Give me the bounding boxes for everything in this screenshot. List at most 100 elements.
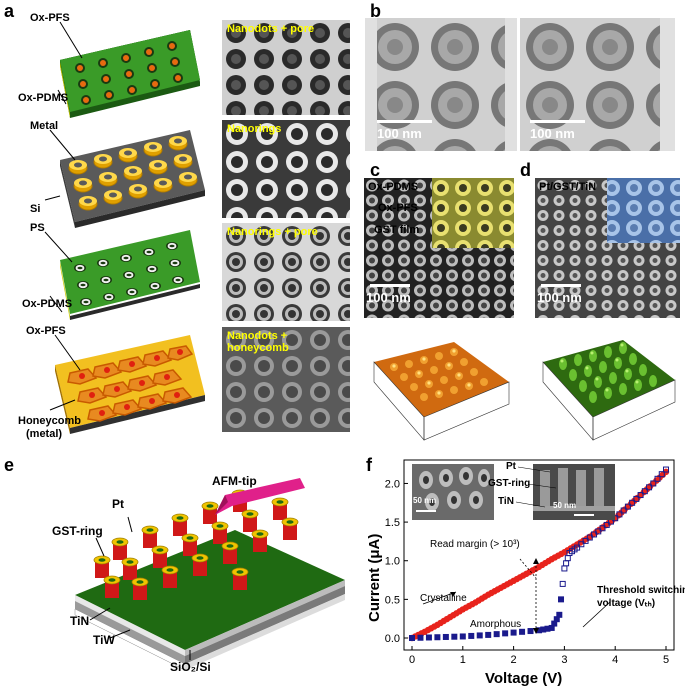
sem-b-right: 100 nm xyxy=(520,18,675,151)
label-afm-tip: AFM-tip xyxy=(212,474,257,488)
label-sio2-si: SiO₂/Si xyxy=(170,660,211,674)
y-tick-label: 1.0 xyxy=(385,556,400,568)
scale-bar-b-right xyxy=(530,120,585,123)
label-honeycomb: Honeycomb xyxy=(18,415,81,427)
amorphous-point xyxy=(663,466,669,473)
panel-e-device xyxy=(74,478,345,671)
scale-text-d: 100 nm xyxy=(537,290,582,305)
schematic-ps-rings xyxy=(60,230,200,320)
amorphous-point xyxy=(650,480,657,487)
scale-bar-b-left xyxy=(377,120,432,123)
inset-sem-right xyxy=(533,464,615,520)
sem-nanodots-pore: Nanodots + pore xyxy=(222,20,350,115)
panel-d-label: d xyxy=(520,160,531,180)
label-gst-ring: GST-ring xyxy=(52,524,103,538)
x-tick-label: 5 xyxy=(663,654,669,666)
amorphous-point xyxy=(646,484,653,491)
caption-line-1: Nanodots + xyxy=(227,330,288,342)
caption-nanorings-pore: Nanorings + pore xyxy=(227,226,318,238)
inset-label-gst-ring: GST-ring xyxy=(488,478,531,489)
panel-a-label: a xyxy=(4,1,15,21)
amorphous-point xyxy=(558,596,565,603)
sem-d: Pt/GST/TiN 100 nm xyxy=(535,178,680,318)
afm-tip-icon xyxy=(215,478,305,515)
amorphous-point xyxy=(641,488,648,495)
crystalline-leader xyxy=(422,591,457,605)
inset-label-pt: Pt xyxy=(506,461,516,472)
schematic-ox-pfs-dots xyxy=(60,30,200,118)
y-tick-label: 1.5 xyxy=(385,517,400,529)
amorphous-point xyxy=(654,475,661,482)
amorphous-point xyxy=(502,630,509,637)
amorphous-point xyxy=(434,634,441,641)
afm-3d-d xyxy=(542,340,676,441)
amorphous-point xyxy=(629,499,636,506)
read-margin-arrow-down xyxy=(533,628,539,634)
amorphous-point xyxy=(459,633,466,640)
amorphous-point xyxy=(599,525,606,532)
amorphous-point xyxy=(620,507,627,514)
amorphous-point xyxy=(442,633,449,640)
amorphous-point xyxy=(519,628,526,635)
scale-text-b-right: 100 nm xyxy=(530,126,575,141)
label-tin: TiN xyxy=(70,614,90,628)
inset-scale-right: 50 nm xyxy=(553,501,577,510)
amorphous-point xyxy=(561,565,568,572)
inset-scale-left: 50 nm xyxy=(413,496,437,505)
annotation-read-margin: Read margin (> 10³) xyxy=(430,539,520,550)
inset-sem-left xyxy=(412,464,494,520)
amorphous-point xyxy=(559,580,566,587)
annotation-threshold-1: Threshold switching xyxy=(597,585,685,596)
y-tick-label: 0.5 xyxy=(385,594,400,606)
amorphous-point xyxy=(578,541,585,548)
plot-frame xyxy=(403,459,675,651)
threshold-leader xyxy=(582,601,611,628)
amorphous-point xyxy=(595,528,602,535)
amorphous-point xyxy=(637,492,644,499)
label-ox-pfs-1: Ox-PFS xyxy=(30,12,70,24)
sem-nanodots-honeycomb: Nanodots + honeycomb xyxy=(222,327,350,432)
amorphous-point xyxy=(658,471,665,478)
inset-leader-gst xyxy=(527,483,557,489)
label-honeycomb-metal: (metal) xyxy=(26,428,63,440)
amorphous-point xyxy=(417,634,424,641)
schematic-honeycomb xyxy=(55,335,205,434)
iv-chart: 0 1 2 3 4 5 0.0 0.5 1.0 1.5 2.0 xyxy=(385,459,675,666)
sem-c: Ox-PDMS Ox-PFS GST film 100 nm xyxy=(364,178,514,318)
read-margin-leader xyxy=(519,558,537,579)
x-tick-label: 2 xyxy=(511,654,517,666)
amorphous-point xyxy=(510,629,517,636)
caption-nanodots-pore: Nanodots + pore xyxy=(227,23,315,35)
amorphous-point xyxy=(574,544,581,551)
panel-a-schematics xyxy=(44,21,205,434)
inset-label-tin: TiN xyxy=(498,496,514,507)
amorphous-point xyxy=(409,635,415,641)
amorphous-point xyxy=(563,560,570,567)
scale-text-c: 100 nm xyxy=(366,290,411,305)
panel-c-label: c xyxy=(370,160,381,180)
panel-f-label: f xyxy=(366,455,372,475)
scale-bar-c xyxy=(370,284,410,287)
label-metal: Metal xyxy=(30,120,59,132)
x-tick-label: 3 xyxy=(561,654,567,666)
scale-bar-d xyxy=(541,284,581,287)
caption-nanorings: Nanorings xyxy=(227,123,282,135)
panel-b-label: b xyxy=(370,1,381,21)
amorphous-point xyxy=(633,495,640,502)
x-tick-label: 4 xyxy=(612,654,618,666)
caption-line-2: honeycomb xyxy=(227,342,289,354)
schematic-metal-rings xyxy=(60,130,205,228)
caption-nanodots-honeycomb: Nanodots + honeycomb xyxy=(227,330,289,354)
amorphous-point xyxy=(527,628,534,635)
amorphous-point xyxy=(493,631,500,638)
annotation-amorphous: Amorphous xyxy=(470,619,522,630)
amorphous-point xyxy=(476,632,483,639)
amorphous-point xyxy=(624,503,631,510)
amorphous-point xyxy=(591,531,598,538)
label-si: Si xyxy=(30,203,41,215)
label-c-gst-film: GST film xyxy=(374,224,420,236)
annotation-threshold-2: voltage (Vₜₕ) xyxy=(597,598,656,609)
crystalline-arrow xyxy=(450,592,456,597)
label-ps: PS xyxy=(30,222,45,234)
label-c-ox-pfs: Ox-PFS xyxy=(378,202,418,214)
